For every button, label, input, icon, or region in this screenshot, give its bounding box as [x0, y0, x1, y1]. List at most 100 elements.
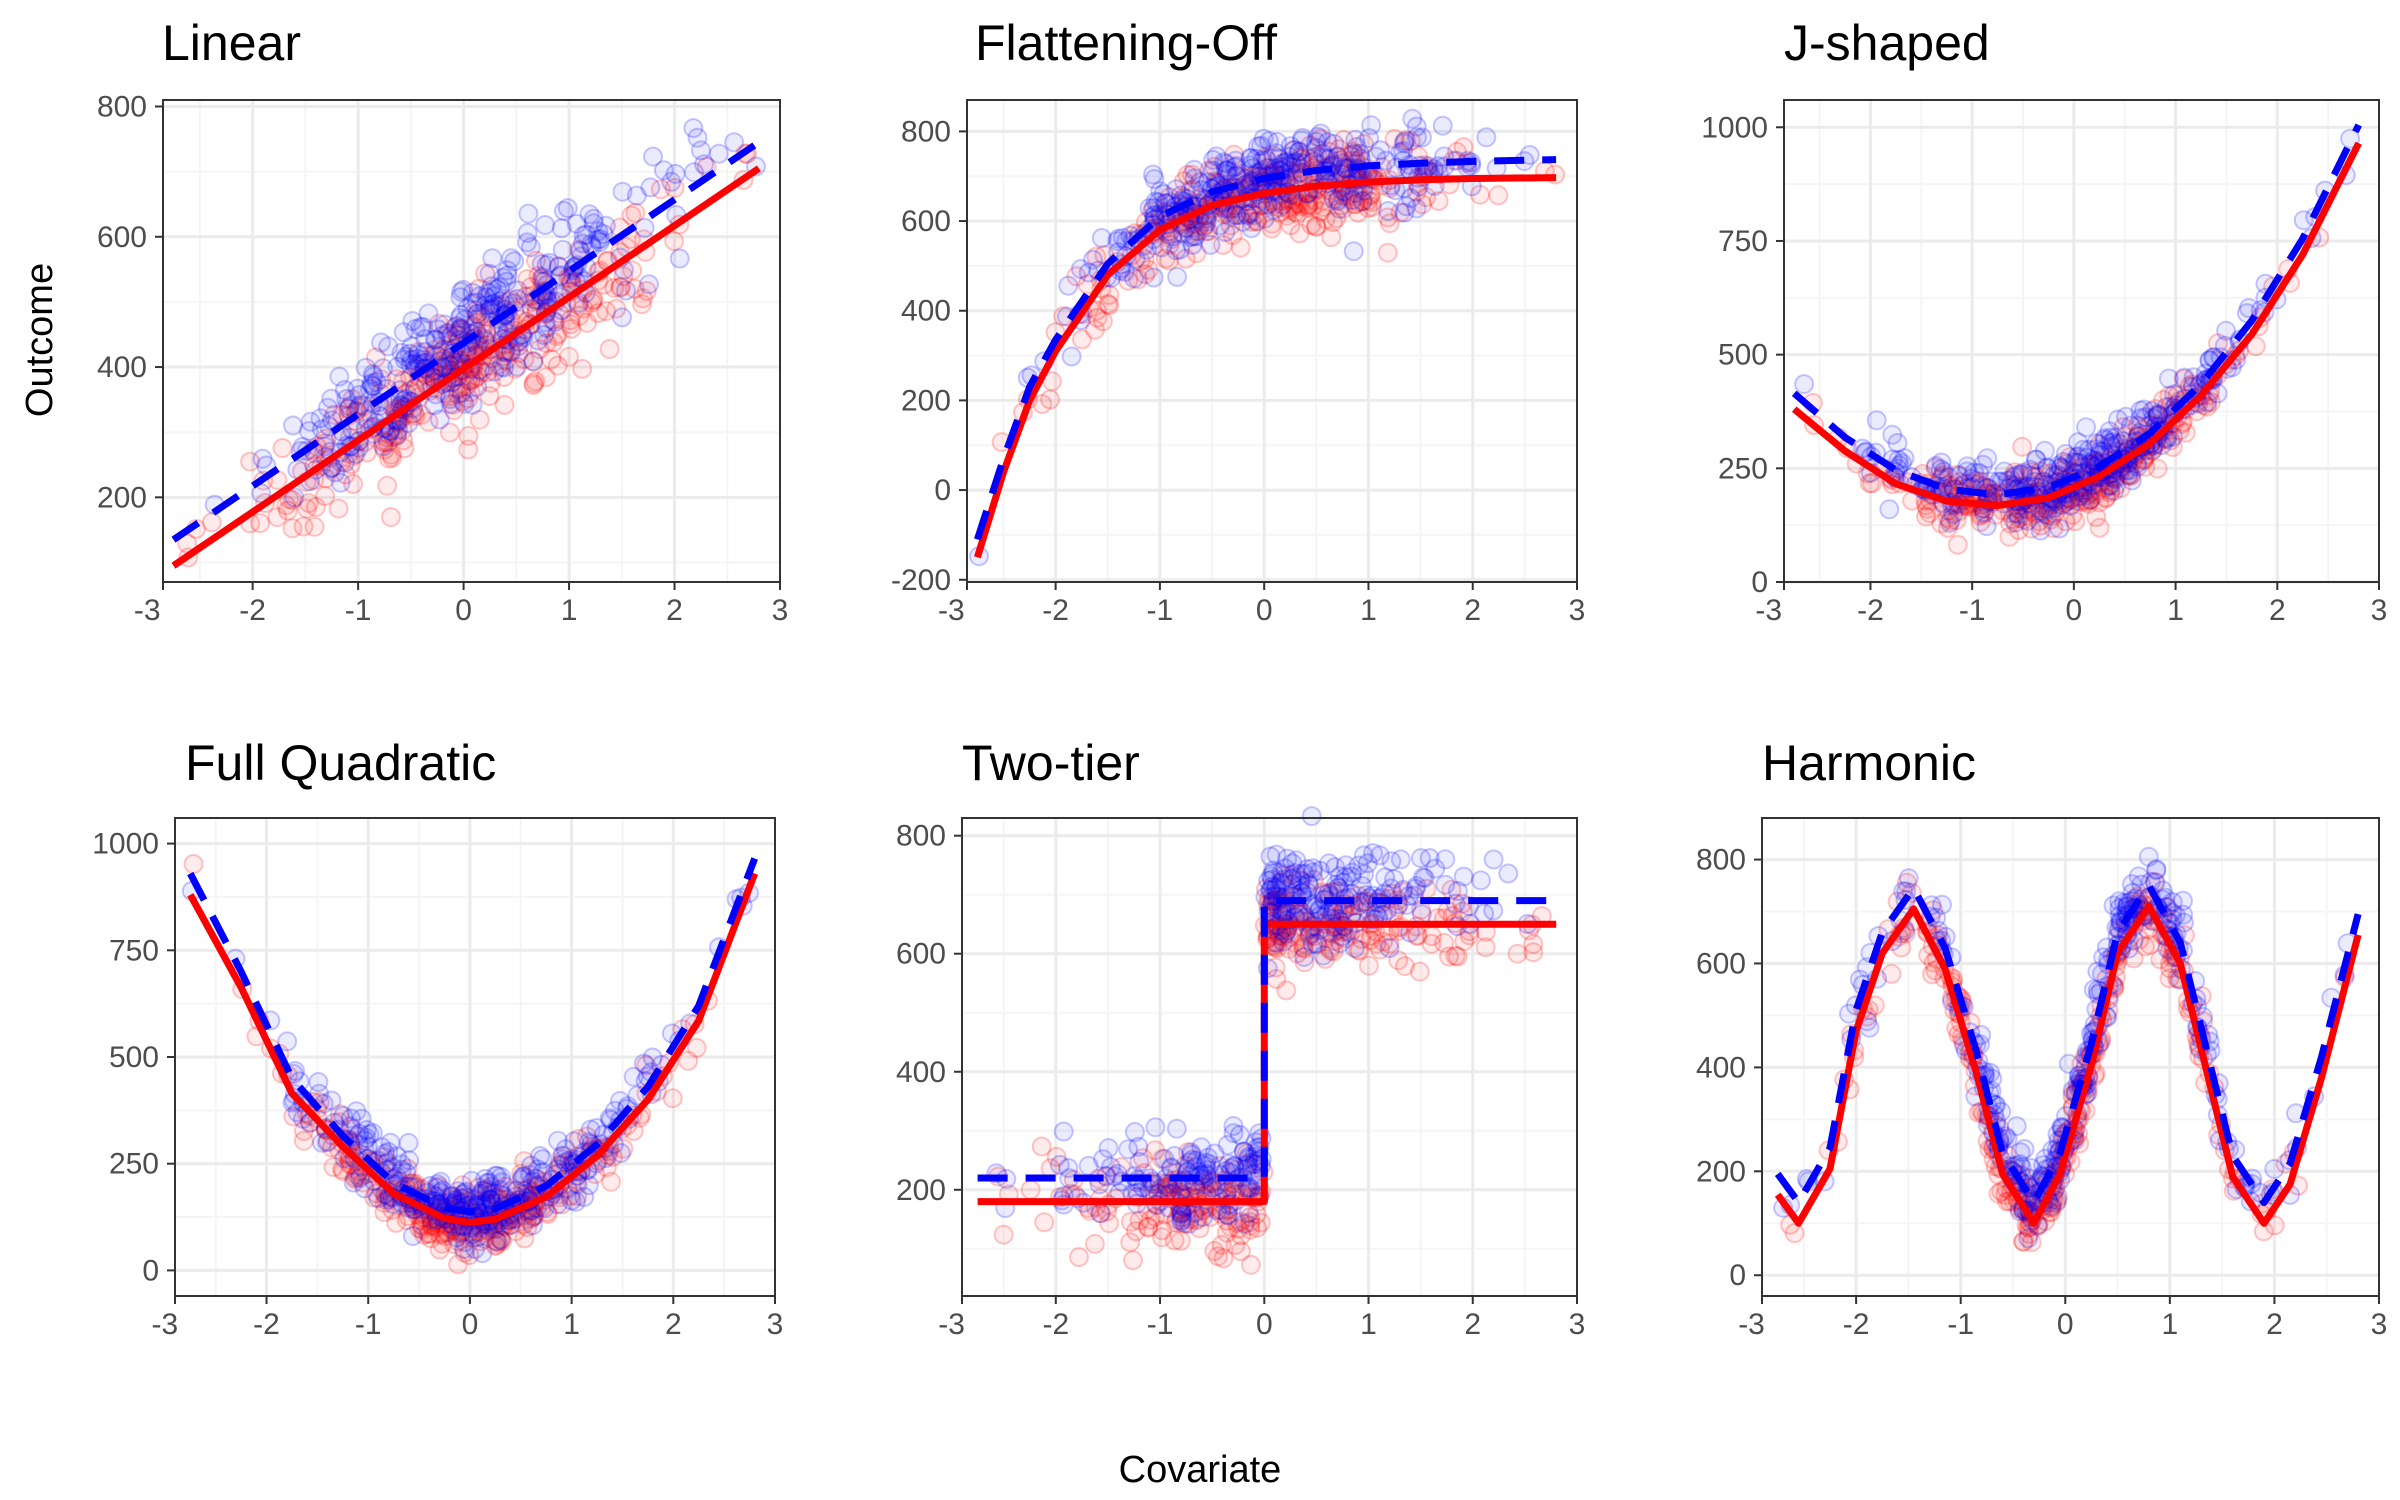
x-axis-title: Covariate — [1119, 1449, 1282, 1491]
group_b-point — [480, 299, 500, 320]
group_a-point — [1331, 150, 1352, 171]
x-tick-label: -2 — [1042, 594, 1069, 627]
y-tick-label: 200 — [1696, 1155, 1746, 1188]
group_a-point — [1084, 319, 1105, 340]
group_a-point — [1358, 190, 1379, 211]
group_a-point — [335, 464, 356, 485]
group_a-point — [1337, 186, 1357, 207]
group_a-point — [1135, 264, 1156, 285]
group_b-point — [1107, 231, 1128, 252]
group_b-point — [683, 118, 704, 139]
group_b-point — [1267, 132, 1288, 152]
x-tick-label: -1 — [1147, 594, 1174, 627]
group_a-point — [467, 366, 488, 387]
group_a-point — [434, 349, 455, 369]
group_b-point — [1288, 141, 1309, 162]
group_a-point — [1278, 197, 1299, 218]
group_a-point — [548, 256, 569, 277]
group_a-point — [377, 475, 398, 496]
group_b-point — [1184, 159, 1205, 180]
group_b-point — [1145, 1117, 1166, 1138]
group_b-point — [487, 279, 507, 300]
group_b-point — [1379, 938, 1400, 959]
group_a-point — [1246, 211, 1267, 232]
group_b-point — [669, 248, 690, 269]
group_a-point — [2120, 466, 2141, 487]
group_a-point — [1379, 213, 1400, 234]
group_b-point — [1343, 143, 1364, 164]
group_a-point — [438, 323, 459, 344]
group_a-point — [1244, 205, 1265, 226]
group_b-point — [462, 293, 483, 314]
group_b-point — [489, 277, 510, 298]
group_a-point — [1333, 199, 1354, 219]
group_b-point — [1090, 1203, 1111, 1224]
group_a-point — [2008, 520, 2029, 540]
group_b-point — [1183, 226, 1204, 247]
group_a-point — [442, 394, 463, 415]
group_b-point — [1254, 208, 1275, 229]
y-tick-label: 400 — [901, 295, 951, 328]
group_b-point — [1143, 267, 1164, 288]
group_a-point — [447, 384, 468, 405]
group_b-point — [544, 312, 565, 332]
x-tick-label: 2 — [1464, 1308, 1481, 1341]
group_b-point — [1280, 156, 1301, 177]
group_a-point — [1297, 198, 1318, 218]
group_a-point — [543, 332, 564, 353]
group_a-point — [583, 289, 604, 310]
group_b-point — [528, 330, 549, 351]
x-tick-label: -2 — [1857, 594, 1884, 627]
group_b-point — [1241, 218, 1262, 239]
group_a-point — [2070, 491, 2091, 512]
panel-title: Two-tier — [962, 735, 1140, 791]
group_b-point — [1240, 147, 1261, 168]
group_a-point — [1342, 141, 1363, 162]
group_b-point — [1887, 433, 1908, 453]
group_a-point — [1247, 211, 1268, 231]
group_a-point — [1377, 242, 1398, 263]
group_b-point — [517, 232, 538, 253]
group_a-point — [2110, 478, 2131, 499]
group_a-point — [436, 356, 457, 377]
y-axis-title: Outcome — [19, 263, 61, 417]
group_a-point — [371, 369, 391, 390]
group_a-point — [1362, 196, 1383, 217]
group_a-point — [1328, 139, 1349, 160]
group_b-point — [2030, 520, 2051, 541]
group_b-point — [451, 382, 472, 403]
group_a-point — [624, 278, 645, 299]
group_b-point — [480, 298, 501, 319]
group_b-point — [1276, 151, 1297, 172]
group_b-point — [1185, 226, 1206, 247]
group_a-point — [1099, 285, 1120, 305]
group_a-point — [1416, 187, 1437, 208]
group_a-point — [315, 468, 336, 489]
y-tick-label: 0 — [142, 1254, 159, 1287]
group_b-point — [1226, 156, 1247, 177]
x-tick-label: 0 — [2057, 1308, 2074, 1341]
group_a-point — [379, 448, 399, 469]
group_a-point — [1922, 964, 1942, 985]
group_b-point — [1240, 155, 1261, 176]
panel-4: -3 -2 -1 0 1 2 3 0 250 500 750 1000 Full Quadratic — [92, 735, 783, 1341]
group_b-point — [639, 274, 659, 295]
group_a-point — [2173, 369, 2194, 389]
group_a-point — [1306, 216, 1327, 237]
group_a-point — [1220, 215, 1241, 236]
group_a-point — [1069, 1247, 1089, 1268]
group_b-point — [1235, 168, 1256, 189]
group_b-point — [366, 372, 387, 392]
group_a-point — [343, 474, 364, 494]
group_b-point — [551, 218, 572, 239]
group_a-point — [529, 339, 550, 360]
group_b-point — [480, 295, 501, 316]
group_b-point — [429, 409, 450, 430]
group_b-point — [665, 163, 686, 184]
group_a-point — [1175, 248, 1196, 269]
group_a-point — [282, 490, 303, 510]
group_b-point — [1223, 1123, 1244, 1144]
group_a-point — [296, 498, 317, 519]
group_a-point — [1182, 164, 1203, 185]
